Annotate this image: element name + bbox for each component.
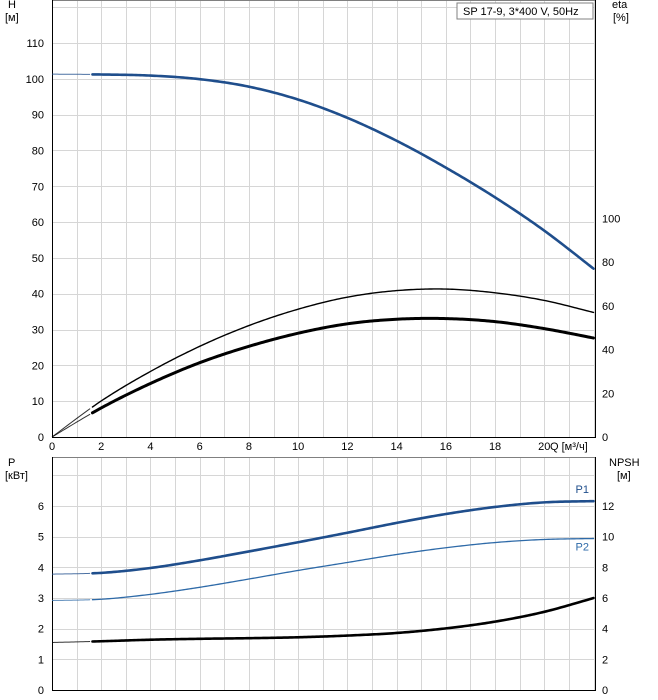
top-curve-1-line	[91, 288, 595, 408]
top-left-tick-80: 80	[32, 145, 44, 157]
bottom-right-tick-2: 2	[602, 654, 608, 666]
top-curve-1-extrapolation	[51, 408, 91, 438]
bottom-right-axis-unit: [м]	[617, 470, 631, 482]
bottom-right-axis-title: NPSH	[609, 457, 640, 469]
top-x-tick-8: 8	[246, 441, 252, 453]
p1-line	[91, 499, 595, 575]
bottom-curve-2-extrapolation	[51, 641, 91, 643]
top-x-tick-18: 18	[489, 441, 501, 453]
bottom-left-tick-3: 3	[38, 593, 44, 605]
title-box	[456, 2, 594, 20]
top-left-tick-10: 10	[32, 396, 44, 408]
bottom-right-tick-0: 0	[602, 685, 608, 697]
top-left-tick-100: 100	[26, 74, 44, 86]
top-right-tick-60: 60	[602, 301, 614, 313]
top-curve-0-line	[91, 73, 595, 270]
p2-label: P2	[576, 542, 589, 554]
top-left-tick-90: 90	[32, 110, 44, 122]
top-x-tick-2: 2	[98, 441, 104, 453]
bottom-left-tick-1: 1	[38, 654, 44, 666]
top-left-tick-40: 40	[32, 289, 44, 301]
bottom-right-tick-8: 8	[602, 562, 608, 574]
top-left-axis-title: H	[8, 0, 16, 11]
top-left-tick-70: 70	[32, 181, 44, 193]
top-left-tick-60: 60	[32, 217, 44, 229]
top-right-tick-80: 80	[602, 257, 614, 269]
bottom-left-tick-6: 6	[38, 501, 44, 513]
p2-extrapolation	[51, 599, 91, 601]
bottom-left-tick-2: 2	[38, 624, 44, 636]
bottom-curve-2-line	[91, 596, 595, 643]
bottom-right-tick-4: 4	[602, 624, 608, 636]
top-x-tick-6: 6	[197, 441, 203, 453]
bottom-left-tick-0: 0	[38, 685, 44, 697]
top-right-axis-unit: [%]	[613, 12, 629, 24]
bottom-left-axis-title: P	[8, 457, 15, 469]
top-left-tick-50: 50	[32, 253, 44, 265]
p1-label: P1	[576, 484, 589, 496]
top-x-tick-0: 0	[49, 441, 55, 453]
p2-line	[91, 537, 595, 601]
top-x-tick-20: 20	[538, 441, 550, 453]
top-curve-2-extrapolation	[51, 413, 91, 438]
top-x-axis-label: Q [м³/ч]	[550, 441, 588, 453]
bottom-left-tick-4: 4	[38, 562, 44, 574]
head-efficiency-panel: 0 10 20 30 40 50 60 70 80 90 100 110 0 20 40 60 80 100 0 2 4…	[5, 0, 629, 453]
bottom-left-tick-5: 5	[38, 532, 44, 544]
top-right-tick-0: 0	[602, 432, 608, 444]
top-x-tick-10: 10	[292, 441, 304, 453]
top-right-tick-40: 40	[602, 345, 614, 357]
bottom-right-tick-12: 12	[602, 501, 614, 513]
top-left-tick-110: 110	[26, 38, 44, 50]
top-x-tick-4: 4	[147, 441, 153, 453]
bottom-right-tick-10: 10	[602, 532, 614, 544]
p1-extrapolation	[51, 572, 91, 575]
bottom-right-tick-6: 6	[602, 593, 608, 605]
top-right-tick-20: 20	[602, 388, 614, 400]
chart-title: SP 17-9, 3*400 V, 50Hz	[463, 6, 579, 18]
top-x-tick-12: 12	[341, 441, 353, 453]
top-curve-2-line	[90, 316, 596, 415]
top-left-axis-unit: [м]	[5, 12, 19, 24]
top-left-tick-30: 30	[32, 325, 44, 337]
bottom-left-axis-unit: [кВт]	[5, 470, 28, 482]
top-x-tick-16: 16	[440, 441, 452, 453]
top-left-tick-0: 0	[38, 432, 44, 444]
top-left-tick-20: 20	[32, 360, 44, 372]
top-right-tick-100: 100	[602, 214, 620, 226]
top-x-tick-14: 14	[390, 441, 402, 453]
top-right-axis-title: eta	[612, 0, 628, 11]
